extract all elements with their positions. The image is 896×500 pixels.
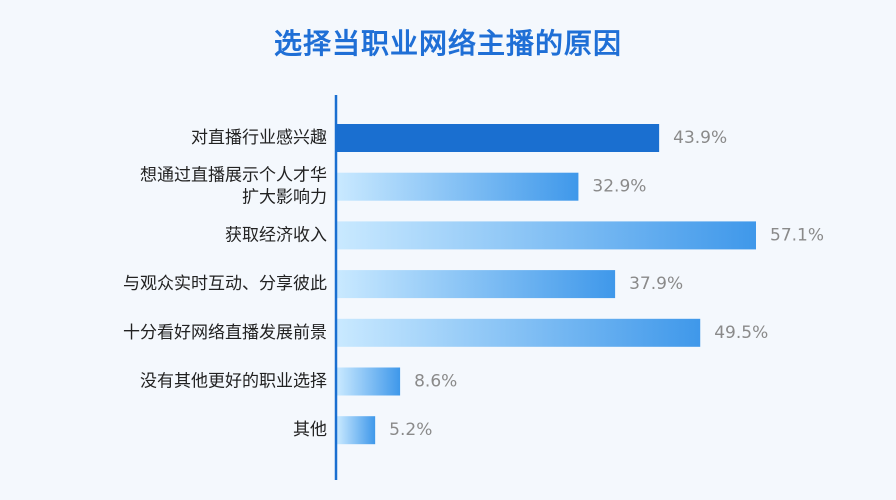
category-label-6: 其他 [293, 420, 327, 440]
category-label-1-line-0: 想通过直播展示个人才华 [140, 166, 327, 186]
value-label-2: 57.1% [770, 225, 824, 245]
category-label-2: 获取经济收入 [225, 225, 327, 245]
category-label-1-line-1: 扩大影响力 [242, 188, 327, 208]
bar-0 [337, 124, 660, 152]
value-label-5: 8.6% [414, 372, 457, 392]
bar-2 [337, 221, 756, 250]
category-label-4: 十分看好网络直播发展前景 [123, 323, 327, 343]
chart-title: 选择当职业网络主播的原因 [273, 27, 622, 60]
bar-1 [337, 172, 579, 201]
value-label-0: 43.9% [673, 128, 727, 148]
value-label-1: 32.9% [592, 177, 646, 197]
category-label-0: 对直播行业感兴趣 [191, 128, 327, 148]
bar-3 [337, 270, 616, 299]
bar-4 [337, 318, 701, 347]
bar-5 [337, 367, 401, 396]
category-label-3: 与观众实时互动、分享彼此 [123, 274, 327, 294]
value-label-6: 5.2% [389, 420, 432, 440]
bar-6 [337, 416, 376, 445]
value-label-3: 37.9% [629, 274, 683, 294]
category-label-5: 没有其他更好的职业选择 [140, 372, 327, 392]
value-label-4: 49.5% [714, 323, 768, 343]
